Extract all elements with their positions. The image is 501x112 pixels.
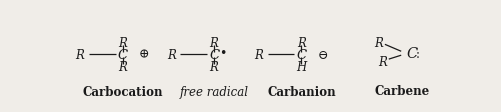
Text: Carbanion: Carbanion	[267, 85, 336, 98]
Text: R: R	[118, 60, 127, 73]
Text: R: R	[167, 48, 176, 61]
Text: H: H	[296, 60, 307, 73]
Text: Carbocation: Carbocation	[83, 85, 163, 98]
Text: C: C	[118, 48, 128, 61]
Text: R: R	[209, 37, 218, 50]
Text: :: :	[416, 47, 420, 60]
Text: R: R	[379, 55, 387, 68]
Text: R: R	[209, 60, 218, 73]
Text: •: •	[219, 47, 226, 60]
Text: ⊕: ⊕	[139, 48, 149, 61]
Text: R: R	[375, 36, 383, 49]
Text: C: C	[297, 48, 307, 61]
Text: R: R	[118, 37, 127, 50]
Text: R: R	[297, 37, 306, 50]
Text: C: C	[406, 47, 417, 61]
Text: R: R	[255, 48, 263, 61]
Text: ⊖: ⊖	[318, 48, 328, 61]
Text: R: R	[76, 48, 85, 61]
Text: Carbene: Carbene	[375, 85, 430, 98]
Text: free radical: free radical	[179, 85, 248, 98]
Text: C: C	[209, 48, 219, 61]
